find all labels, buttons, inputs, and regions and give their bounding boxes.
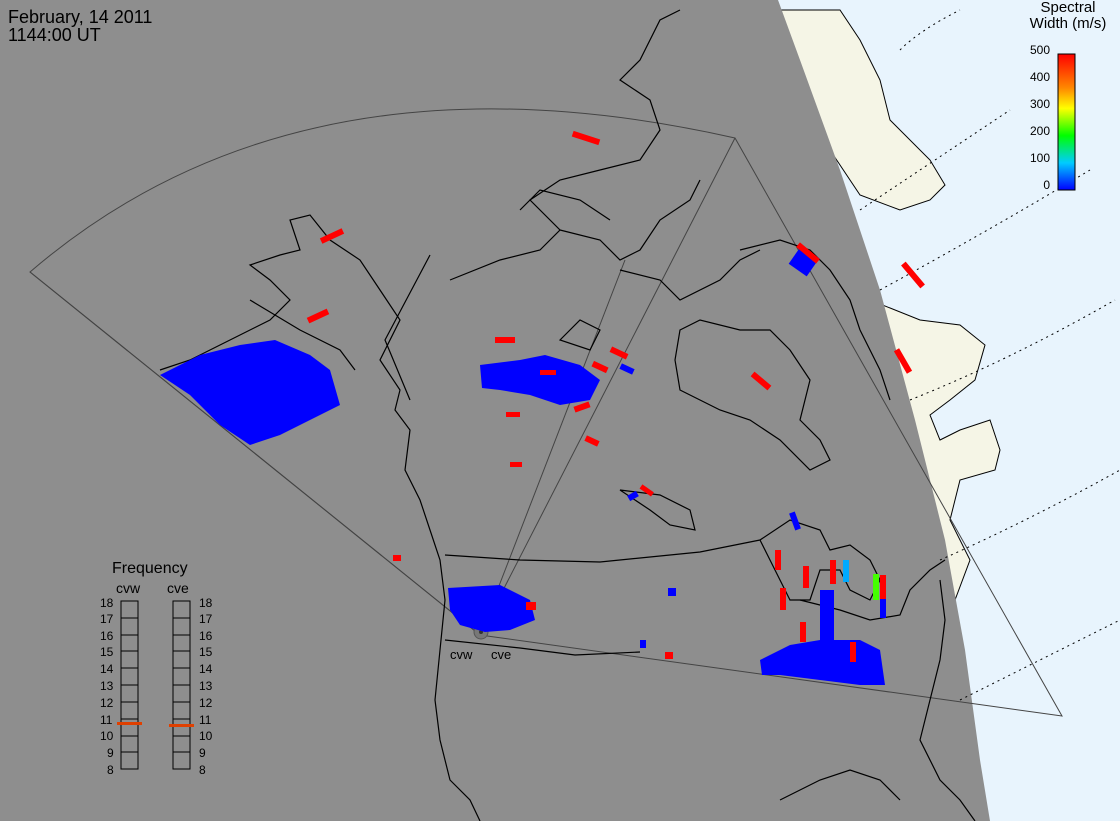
colorbar-title-line1: Spectral — [1040, 0, 1096, 16]
colorbar — [1057, 53, 1076, 191]
colorbar-tick: 200 — [1029, 124, 1050, 138]
frequency-tick-left: 9 — [107, 746, 114, 760]
frequency-tick-left: 14 — [100, 662, 114, 676]
date-label: February, 14 2011 — [8, 7, 153, 27]
frequency-tick-left: 13 — [100, 679, 114, 693]
frequency-tick-left: 12 — [100, 696, 114, 710]
frequency-tick-left: 17 — [100, 612, 114, 626]
frequency-tick-left: 16 — [100, 629, 114, 643]
scatter-echoes-mid — [843, 560, 879, 600]
echo-region-near-site — [448, 585, 535, 632]
frequency-tick-right: 8 — [199, 763, 206, 777]
frequency-radar-name-cve: cve — [167, 580, 189, 596]
frequency-tick-left: 10 — [100, 729, 114, 743]
scatter-echoes-high — [306, 130, 925, 662]
frequency-tick-right: 14 — [199, 662, 213, 676]
frequency-tick-left: 18 — [100, 596, 114, 610]
echo-region-central — [480, 355, 600, 405]
frequency-tick-right: 9 — [199, 746, 206, 760]
frequency-tick-right: 12 — [199, 696, 213, 710]
colorbar-tick: 100 — [1029, 151, 1050, 165]
frequency-tick-right: 13 — [199, 679, 213, 693]
frequency-tick-right: 11 — [199, 713, 212, 727]
echo-region-alaska — [160, 340, 340, 445]
colorbar-tick: 300 — [1029, 97, 1050, 111]
frequency-marker-cve — [169, 724, 194, 727]
frequency-bars — [117, 600, 194, 770]
time-label: 1144:00 UT — [8, 25, 101, 45]
frequency-tick-right: 17 — [199, 612, 213, 626]
colorbar-tick: 500 — [1029, 43, 1050, 57]
colorbar-title: Spectral Width (m/s) — [1018, 0, 1118, 32]
frequency-tick-right: 18 — [199, 596, 213, 610]
colorbar-tick: 400 — [1029, 70, 1050, 84]
frequency-title: Frequency — [112, 560, 188, 577]
frequency-radar-name-cvw: cvw — [116, 580, 141, 596]
latitude-gridlines — [859, 9, 1120, 701]
coastlines — [159, 9, 976, 821]
frequency-marker-cvw — [117, 722, 142, 725]
frequency-tick-left: 11 — [100, 713, 113, 727]
nightside-region — [0, 0, 990, 821]
frequency-tick-right: 10 — [199, 729, 213, 743]
colorbar-tick: 0 — [1043, 178, 1050, 192]
scatter-echoes-low — [160, 245, 886, 685]
frequency-tick-right: 15 — [199, 645, 213, 659]
site-label-cve: cve — [491, 647, 512, 662]
frequency-tick-left: 15 — [100, 645, 114, 659]
frequency-tick-left: 8 — [107, 763, 114, 777]
frequency-tick-right: 16 — [199, 629, 213, 643]
site-label-cvw: cvw — [450, 647, 473, 662]
colorbar-title-line2: Width (m/s) — [1029, 15, 1107, 32]
radar-fov-outline — [29, 108, 1063, 717]
